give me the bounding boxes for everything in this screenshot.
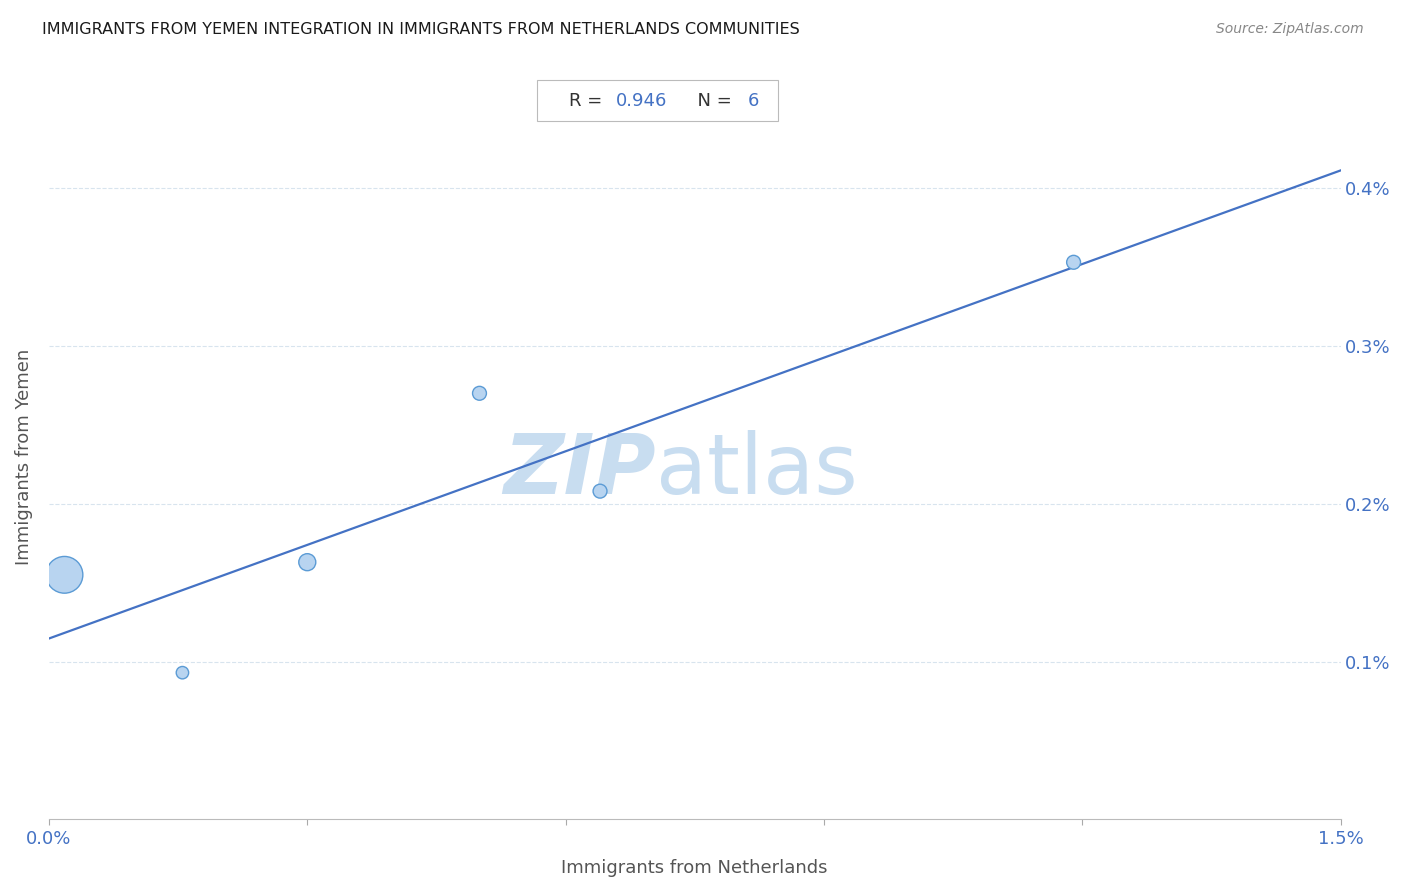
Text: ZIP: ZIP: [503, 431, 657, 511]
Point: [1063, 255, 1085, 269]
Point: [589, 484, 612, 499]
Point: [297, 555, 319, 569]
Text: Source: ZipAtlas.com: Source: ZipAtlas.com: [1216, 22, 1364, 37]
Point: [468, 386, 491, 401]
Text: 6: 6: [748, 92, 759, 110]
Text: IMMIGRANTS FROM YEMEN INTEGRATION IN IMMIGRANTS FROM NETHERLANDS COMMUNITIES: IMMIGRANTS FROM YEMEN INTEGRATION IN IMM…: [42, 22, 800, 37]
Text: N =: N =: [686, 92, 738, 110]
Point: [53, 567, 76, 582]
Text: R =: R =: [569, 92, 609, 110]
X-axis label: Immigrants from Netherlands: Immigrants from Netherlands: [561, 859, 828, 877]
Text: 0.946: 0.946: [616, 92, 668, 110]
Y-axis label: Immigrants from Yemen: Immigrants from Yemen: [15, 348, 32, 565]
Text: atlas: atlas: [657, 431, 858, 511]
Point: [172, 665, 194, 680]
